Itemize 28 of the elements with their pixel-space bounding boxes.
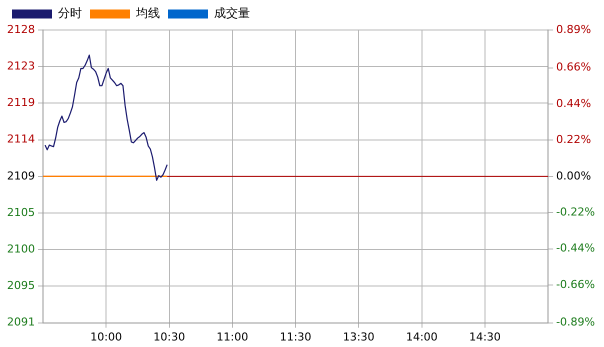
x-tick-label: 10:00 [90, 330, 122, 344]
y-tick-label: 2105 [6, 206, 35, 219]
x-tick-label: 13:30 [342, 330, 375, 344]
y2-tick-label: 0.89% [556, 22, 592, 36]
y2-tick-label: -0.44% [556, 242, 596, 255]
y2-tick-label: 0.44% [556, 96, 592, 110]
y-tick-label: 2095 [6, 279, 35, 292]
y-tick-label: 2100 [6, 242, 35, 256]
y2-tick-label: -0.22% [556, 205, 596, 218]
legend-label: 均线 [135, 6, 160, 20]
legend-label: 成交量 [214, 6, 250, 20]
y-tick-label: 2123 [6, 59, 35, 72]
y-tick-label: 2128 [6, 22, 35, 36]
x-tick-label: 11:30 [280, 330, 312, 344]
y-tick-label: 2091 [6, 316, 35, 329]
x-tick-label: 11:00 [216, 330, 248, 344]
y-tick-label: 2114 [6, 132, 35, 146]
y2-tick-label: -0.89% [556, 316, 596, 329]
x-tick-label: 14:30 [469, 330, 501, 344]
legend-label: 分时 [58, 6, 82, 20]
y-tick-label: 2109 [6, 169, 35, 182]
x-tick-label: 10:30 [153, 330, 186, 344]
x-tick-label: 14:00 [406, 330, 438, 344]
y2-tick-label: -0.66% [556, 278, 596, 291]
y2-tick-label: 0.00% [556, 169, 592, 182]
y-tick-label: 2119 [6, 96, 35, 110]
y2-tick-label: 0.66% [556, 60, 592, 74]
y2-tick-label: 0.22% [556, 133, 592, 146]
